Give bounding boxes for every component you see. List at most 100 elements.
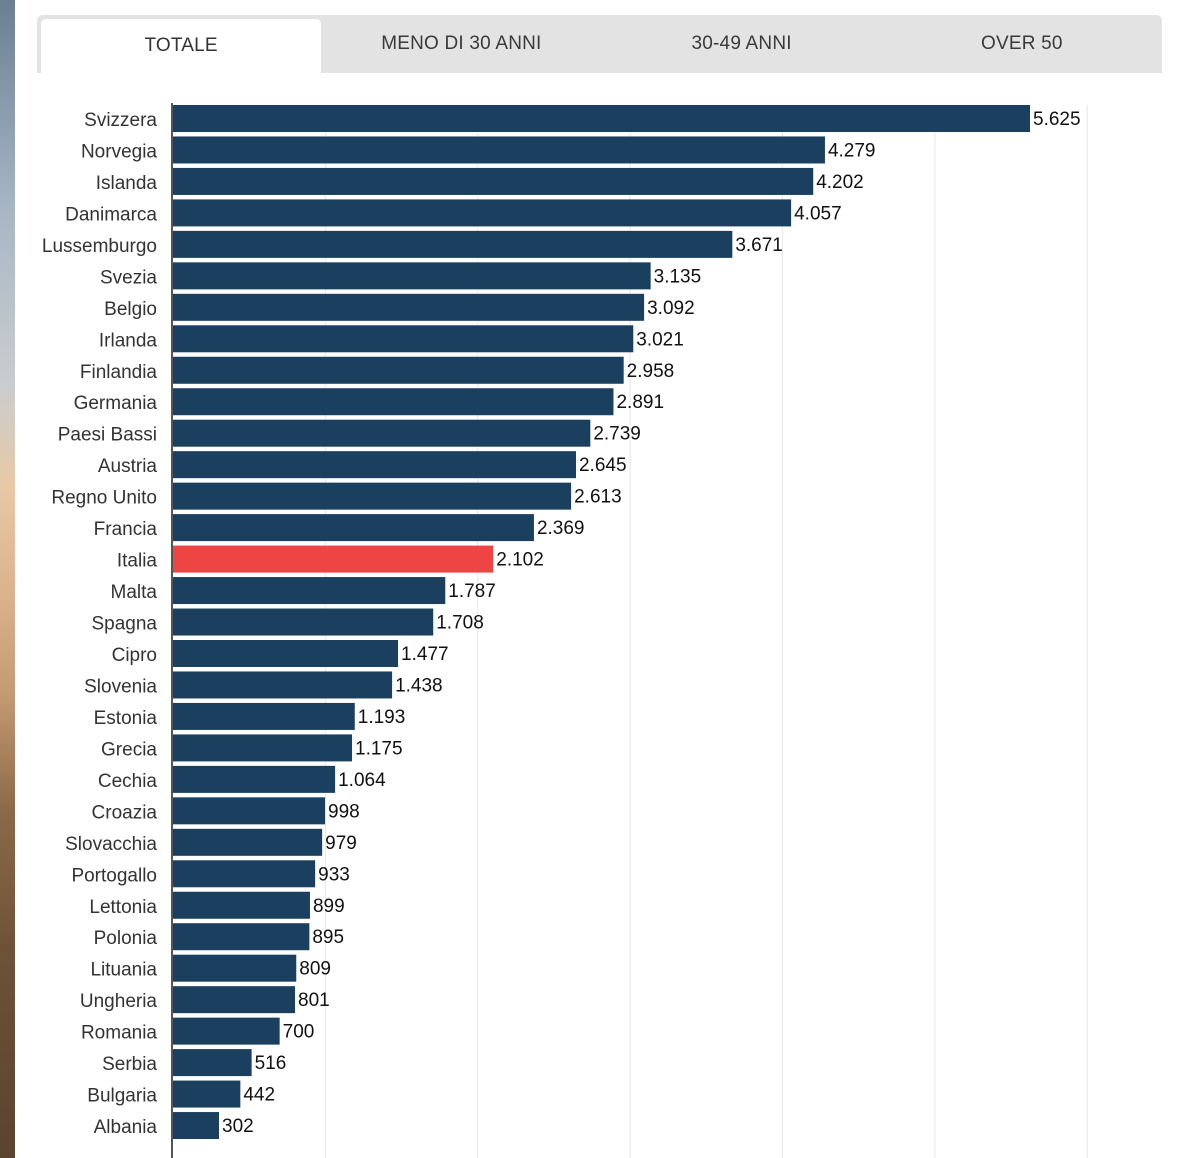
- bar-bulgaria: [173, 1080, 241, 1108]
- value-label: 3.671: [735, 235, 783, 256]
- value-label: 1.708: [436, 613, 484, 634]
- value-label: 2.891: [616, 392, 664, 413]
- value-label: 933: [318, 864, 350, 885]
- bar-polonia: [173, 923, 310, 951]
- category-label: Ungheria: [80, 991, 158, 1012]
- category-label: Lituania: [90, 960, 157, 981]
- category-label: Albania: [94, 1117, 158, 1138]
- bar-cipro: [173, 639, 399, 667]
- value-label: 895: [312, 927, 344, 948]
- bar-belgio: [173, 293, 645, 321]
- category-label: Danimarca: [65, 204, 157, 225]
- category-label: Estonia: [94, 708, 158, 729]
- bar-irlanda: [173, 325, 634, 353]
- category-label: Svizzera: [84, 110, 157, 131]
- background-photo-strip: [0, 0, 15, 1158]
- bar-chart: Svizzera 5.625 Norvegia 4.279 Islanda 4.202 Da…: [42, 103, 1088, 1158]
- category-label: Bulgaria: [87, 1086, 157, 1107]
- value-label: 801: [298, 990, 330, 1011]
- bar-slovacchia: [173, 828, 323, 856]
- bar-svezia: [173, 262, 651, 290]
- category-label: Regno Unito: [51, 488, 157, 509]
- category-label: Cechia: [98, 771, 158, 792]
- category-label: Lussemburgo: [42, 236, 157, 257]
- value-label: 1.477: [401, 644, 449, 665]
- tab-totale[interactable]: TOTALE: [41, 19, 322, 73]
- value-label: 3.092: [647, 298, 695, 319]
- bar-cechia: [173, 765, 336, 793]
- category-label: Polonia: [94, 928, 158, 949]
- bar-paesi-bassi: [173, 419, 591, 447]
- value-label: 5.625: [1033, 109, 1081, 130]
- tab-30-49-anni[interactable]: 30-49 ANNI: [691, 33, 792, 54]
- category-label: Malta: [111, 582, 158, 603]
- value-label: 1.064: [338, 770, 386, 791]
- tab-over-50[interactable]: OVER 50: [981, 33, 1063, 54]
- value-label: 2.613: [574, 487, 622, 508]
- value-label: 2.739: [593, 424, 641, 445]
- tab-bar: TOTALE MENO DI 30 ANNI 30-49 ANNI OVER 5…: [37, 15, 1162, 73]
- tab-meno-di-30-anni[interactable]: MENO DI 30 ANNI: [381, 33, 542, 54]
- category-label: Islanda: [96, 173, 158, 194]
- category-label: Cipro: [112, 645, 157, 666]
- bar-estonia: [173, 702, 355, 730]
- category-label: Romania: [81, 1023, 157, 1044]
- value-label: 516: [255, 1053, 287, 1074]
- category-label: Austria: [98, 456, 158, 477]
- value-label: 442: [243, 1085, 275, 1106]
- category-label: Lettonia: [89, 897, 157, 918]
- category-label: Slovacchia: [65, 834, 157, 855]
- bar-germania: [173, 388, 614, 416]
- bar-francia: [173, 514, 534, 542]
- value-label: 4.202: [816, 172, 864, 193]
- bar-serbia: [173, 1049, 252, 1077]
- bar-finlandia: [173, 356, 624, 384]
- value-label: 4.057: [794, 203, 842, 224]
- value-label: 2.645: [579, 455, 627, 476]
- bar-regno-unito: [173, 482, 572, 510]
- value-label: 1.438: [395, 675, 443, 696]
- bar-svizzera: [173, 105, 1031, 132]
- category-label: Slovenia: [84, 676, 157, 697]
- value-label: 1.193: [358, 707, 406, 728]
- category-label: Francia: [94, 519, 158, 540]
- value-label: 3.135: [654, 266, 702, 287]
- category-label: Svezia: [100, 267, 157, 288]
- bar-croazia: [173, 797, 326, 825]
- bar-islanda: [173, 167, 814, 195]
- bar-lituania: [173, 954, 297, 982]
- bar-slovenia: [173, 671, 393, 699]
- value-label: 1.175: [355, 738, 403, 759]
- value-label: 998: [328, 801, 360, 822]
- bar-portogallo: [173, 860, 316, 888]
- category-label: Germania: [74, 393, 158, 414]
- value-label: 979: [325, 833, 357, 854]
- value-label: 302: [222, 1116, 254, 1137]
- category-label: Spagna: [91, 614, 157, 635]
- value-label: 3.021: [636, 329, 684, 350]
- value-label: 899: [313, 896, 345, 917]
- bar-grecia: [173, 734, 353, 762]
- category-label: Norvegia: [81, 141, 157, 162]
- category-label: Paesi Bassi: [58, 425, 157, 446]
- bar-ungheria: [173, 986, 296, 1014]
- bar-lussemburgo: [173, 230, 733, 258]
- value-label: 1.787: [448, 581, 496, 602]
- bar-danimarca: [173, 199, 792, 227]
- category-label: Serbia: [102, 1054, 157, 1075]
- bar-malta: [173, 577, 446, 605]
- value-label: 2.958: [627, 361, 675, 382]
- value-label: 2.102: [496, 550, 544, 571]
- bar-italia: [173, 545, 494, 573]
- bar-spagna: [173, 608, 434, 636]
- category-label: Belgio: [104, 299, 157, 320]
- category-label: Italia: [117, 551, 158, 572]
- bar-albania: [173, 1112, 220, 1140]
- bar-austria: [173, 451, 576, 479]
- category-label: Grecia: [101, 739, 157, 760]
- value-label: 4.279: [828, 140, 876, 161]
- category-label: Finlandia: [80, 362, 158, 383]
- value-label: 809: [299, 959, 331, 980]
- value-label: 2.369: [537, 518, 585, 539]
- category-label: Irlanda: [99, 330, 158, 351]
